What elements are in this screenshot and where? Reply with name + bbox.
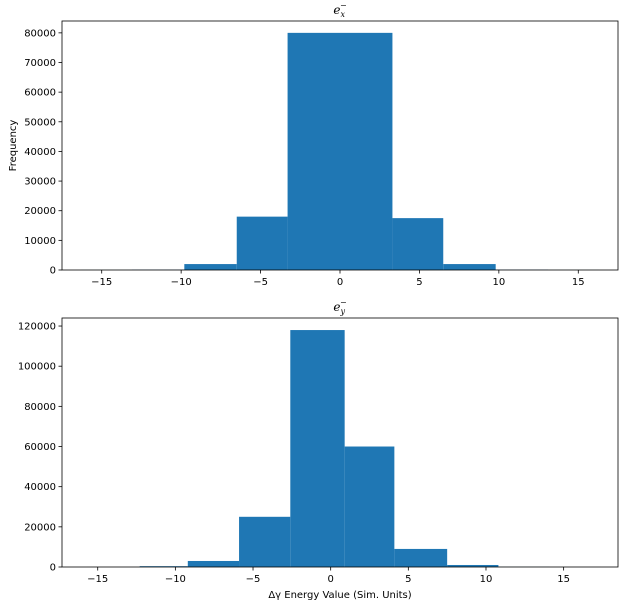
x-tick-label-ex-0: −15: [91, 277, 112, 288]
chart-title-ex: ex−: [333, 1, 346, 19]
y-tick-label-ey-3: 60000: [24, 442, 56, 453]
chart-title-subscript-ex: x: [340, 10, 345, 19]
x-tick-label-ey-0: −15: [87, 574, 108, 585]
y-tick-label-ex-5: 50000: [24, 117, 56, 128]
chart-title-ey: ey−: [333, 298, 346, 316]
y-tick-label-ex-8: 80000: [24, 28, 56, 39]
x-tick-label-ex-1: −10: [171, 277, 192, 288]
y-tick-label-ey-0: 0: [50, 563, 56, 574]
chart-title-base-ex: e: [333, 3, 340, 17]
y-tick-label-ey-4: 80000: [24, 402, 56, 413]
axes-frame-ey: [61, 317, 619, 568]
histogram-bar-ex-2: [184, 264, 237, 270]
x-tick-label-ey-3: 0: [327, 574, 333, 585]
x-tick-label-ey-5: 10: [480, 574, 493, 585]
y-tick-label-ex-4: 40000: [24, 147, 56, 158]
x-tick-label-ex-5: 10: [492, 277, 505, 288]
histogram-panel-ex: −15 −10 −5 0 5 10 15 0 10000 20000 30000 40000 50000…: [8, 1, 619, 288]
chart-title-subscript-ey: y: [339, 307, 345, 316]
chart-title-superscript-ey: −: [340, 298, 347, 307]
x-tick-label-ex-4: 5: [416, 277, 422, 288]
x-axis-label-ey: Δγ Energy Value (Sim. Units): [268, 590, 411, 601]
y-tick-label-ey-6: 120000: [18, 322, 56, 333]
histogram-bar-ex-4: [287, 32, 393, 270]
y-tick-label-ex-0: 0: [50, 266, 56, 277]
x-tick-label-ex-6: 15: [572, 277, 585, 288]
histogram-bar-ex-3: [236, 216, 288, 270]
histogram-bar-ey-7: [447, 564, 499, 567]
y-axis-label-ex: Frequency: [8, 120, 19, 172]
y-tick-label-ey-5: 100000: [18, 362, 56, 373]
x-tick-label-ey-4: 5: [405, 574, 411, 585]
histogram-bar-ey-1: [139, 566, 188, 567]
x-tick-label-ey-1: −10: [165, 574, 186, 585]
chart-title-superscript-ex: −: [340, 1, 347, 10]
y-tick-label-ey-2: 40000: [24, 482, 56, 493]
y-tick-label-ex-6: 60000: [24, 88, 56, 99]
chart-title-base-ey: e: [333, 300, 340, 314]
x-tick-label-ey-2: −5: [246, 574, 261, 585]
histogram-bar-ey-4: [290, 330, 345, 567]
histogram-bar-ex-6: [443, 264, 496, 270]
x-tick-label-ey-6: 15: [557, 574, 570, 585]
x-tick-label-ex-3: 0: [337, 277, 343, 288]
histogram-bar-ex-5: [392, 218, 444, 271]
y-tick-label-ey-1: 20000: [24, 522, 56, 533]
histogram-bar-ey-5: [344, 446, 395, 567]
histogram-panel-ey: −15 −10 −5 0 5 10 15 0 20000 40000 60000 80000 10000…: [18, 298, 619, 601]
histogram-bar-ey-6: [394, 548, 448, 567]
y-tick-label-ex-3: 30000: [24, 177, 56, 188]
y-tick-label-ex-2: 20000: [24, 206, 56, 217]
histogram-bar-ey-3: [239, 516, 291, 567]
y-tick-label-ex-7: 70000: [24, 58, 56, 69]
histogram-bar-ey-2: [187, 560, 240, 567]
x-tick-label-ex-2: −5: [253, 277, 268, 288]
y-tick-label-ex-1: 10000: [24, 236, 56, 247]
